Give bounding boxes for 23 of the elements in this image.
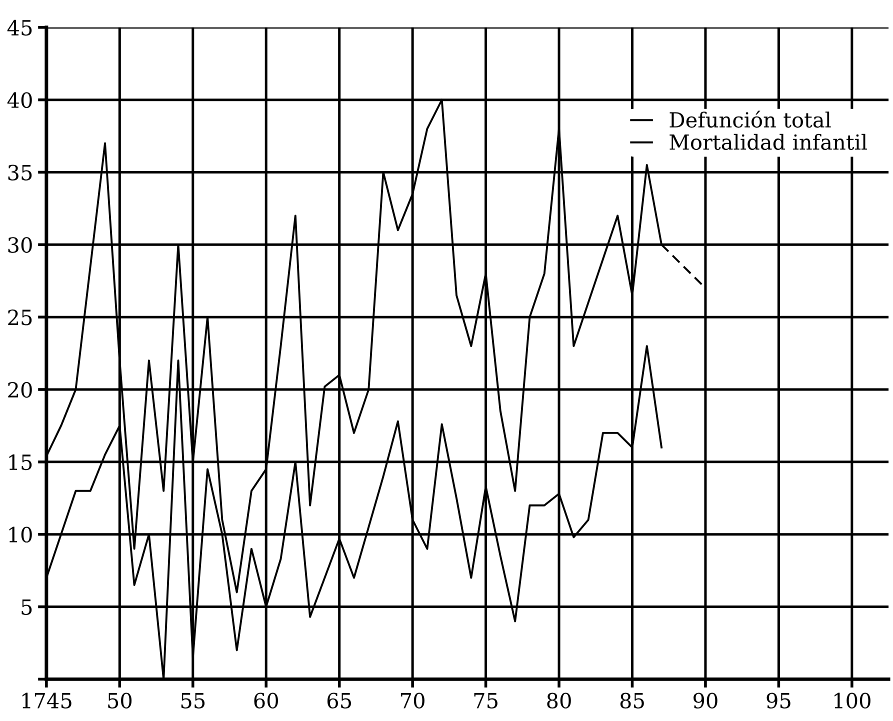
x-tick-label: 80	[547, 692, 571, 709]
y-tick-label: 35	[8, 164, 32, 180]
y-tick-label: 40	[7, 92, 32, 108]
legend-label: Defunción total	[670, 110, 831, 128]
y-tick-label: 15	[9, 454, 32, 470]
x-tick-label: 75	[474, 693, 498, 709]
legend-label: Mortalidad infantil	[670, 134, 867, 150]
x-tick-label: 85	[620, 692, 644, 709]
y-tick-label: 5	[22, 599, 32, 615]
x-tick-label: 55	[181, 693, 205, 709]
x-tick-label: 60	[254, 692, 278, 709]
y-tick-label: 10	[9, 526, 32, 543]
x-tick-label: 90	[694, 692, 718, 709]
y-tick-label: 20	[8, 382, 32, 398]
x-tick-label: 100	[834, 692, 870, 709]
y-tick-label: 30	[8, 237, 32, 253]
y-tick-label: 45	[7, 20, 32, 36]
y-tick-label: 25	[8, 310, 32, 326]
x-tick-label: 50	[108, 692, 132, 709]
x-tick-label: 95	[766, 692, 790, 709]
x-tick-label: 65	[327, 692, 351, 709]
x-tick-label: 70	[401, 692, 424, 709]
x-tick-label: 1745	[22, 692, 72, 709]
